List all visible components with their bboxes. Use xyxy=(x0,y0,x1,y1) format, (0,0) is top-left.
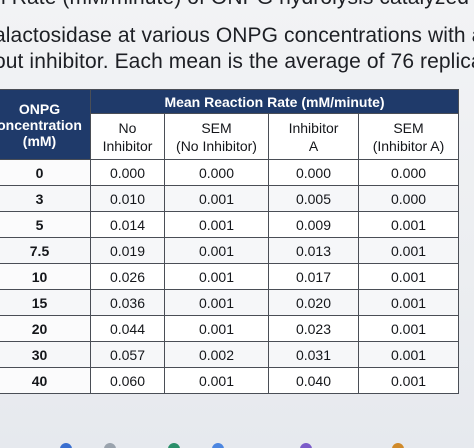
sem-no-inhibitor-cell: 0.001 xyxy=(164,315,269,342)
column-header-sem-no-inhibitor: SEM (No Inhibitor) xyxy=(164,113,269,160)
caption-line-3: out inhibitor. Each mean is the average … xyxy=(0,50,474,73)
sem-no-inhibitor-cell: 0.001 xyxy=(164,367,269,394)
sem-inhibitor-a-cell: 0.001 xyxy=(357,341,460,368)
inhibitor-a-cell: 0.017 xyxy=(268,263,359,290)
inhibitor-a-cell: 0.020 xyxy=(268,289,359,316)
column-header-line: (Inhibitor A) xyxy=(372,137,445,154)
concentration-header: ONPG oncentration (mM) xyxy=(0,89,91,160)
table-row: 3 0.010 0.001 0.005 0.000 xyxy=(0,185,460,212)
column-header-line: SEM xyxy=(201,119,232,136)
column-header-line: A xyxy=(308,137,319,154)
sem-no-inhibitor-cell: 0.001 xyxy=(164,263,269,290)
inhibitor-a-cell: 0.023 xyxy=(268,315,359,342)
sem-inhibitor-a-cell: 0.001 xyxy=(357,367,460,394)
concentration-cell: 15 xyxy=(0,289,91,316)
column-header-sem-inhibitor-a: SEM (Inhibitor A) xyxy=(357,113,460,160)
table-row: 40 0.060 0.001 0.040 0.001 xyxy=(0,367,460,394)
concentration-cell: 30 xyxy=(0,341,91,368)
no-inhibitor-cell: 0.000 xyxy=(90,159,165,186)
table-row: 7.5 0.019 0.001 0.013 0.001 xyxy=(0,237,460,264)
column-header-line: Inhibitor xyxy=(288,119,339,136)
table-row: 15 0.036 0.001 0.020 0.001 xyxy=(0,289,460,316)
sem-inhibitor-a-cell: 0.000 xyxy=(357,185,460,212)
concentration-header-line-1: ONPG xyxy=(18,100,61,117)
sem-inhibitor-a-cell: 0.000 xyxy=(357,159,460,186)
column-header-no-inhibitor: No Inhibitor xyxy=(90,113,165,160)
concentration-cell: 5 xyxy=(0,211,91,238)
sem-inhibitor-a-cell: 0.001 xyxy=(357,237,460,264)
inhibitor-a-cell: 0.031 xyxy=(268,341,359,368)
table-row: 20 0.044 0.001 0.023 0.001 xyxy=(0,315,460,342)
sem-no-inhibitor-cell: 0.002 xyxy=(164,341,269,368)
table-row: 0 0.000 0.000 0.000 0.000 xyxy=(0,159,460,186)
concentration-header-line-2: oncentration xyxy=(0,116,82,133)
taskbar-app-icon[interactable] xyxy=(212,443,224,448)
concentration-cell: 3 xyxy=(0,185,91,212)
caption-line-2: alactosidase at various ONPG concentrati… xyxy=(0,24,474,47)
no-inhibitor-cell: 0.026 xyxy=(90,263,165,290)
no-inhibitor-cell: 0.057 xyxy=(90,341,165,368)
inhibitor-a-cell: 0.005 xyxy=(268,185,359,212)
sem-no-inhibitor-cell: 0.001 xyxy=(164,211,269,238)
sem-inhibitor-a-cell: 0.001 xyxy=(357,211,460,238)
column-header-line: Inhibitor xyxy=(102,137,153,154)
taskbar-app-icon[interactable] xyxy=(60,443,72,448)
no-inhibitor-cell: 0.044 xyxy=(90,315,165,342)
concentration-cell: 40 xyxy=(0,367,91,394)
column-header-line: SEM xyxy=(393,119,424,136)
concentration-header-line-3: (mM) xyxy=(22,132,57,149)
no-inhibitor-cell: 0.010 xyxy=(90,185,165,212)
table-row: 30 0.057 0.002 0.031 0.001 xyxy=(0,341,460,368)
sem-inhibitor-a-cell: 0.001 xyxy=(357,289,460,316)
sem-no-inhibitor-cell: 0.000 xyxy=(164,159,269,186)
concentration-cell: 7.5 xyxy=(0,237,91,264)
no-inhibitor-cell: 0.060 xyxy=(90,367,165,394)
sem-no-inhibitor-cell: 0.001 xyxy=(164,237,269,264)
caption-line-1: n Rate (mM/minute) of ONPG hydrolysis ca… xyxy=(0,0,474,10)
no-inhibitor-cell: 0.014 xyxy=(90,211,165,238)
table-row: 5 0.014 0.001 0.009 0.001 xyxy=(0,211,460,238)
inhibitor-a-cell: 0.040 xyxy=(268,367,359,394)
taskbar xyxy=(0,428,474,448)
sem-no-inhibitor-cell: 0.001 xyxy=(164,289,269,316)
group-header: Mean Reaction Rate (mM/minute) xyxy=(89,89,460,114)
taskbar-app-icon[interactable] xyxy=(168,443,180,448)
sem-no-inhibitor-cell: 0.001 xyxy=(164,185,269,212)
column-header-inhibitor-a: Inhibitor A xyxy=(268,113,359,160)
inhibitor-a-cell: 0.000 xyxy=(268,159,359,186)
column-header-line: No xyxy=(118,119,137,136)
column-header-line: (No Inhibitor) xyxy=(176,137,257,154)
reaction-rate-table: ONPG oncentration (mM) Mean Reaction Rat… xyxy=(0,89,460,394)
concentration-cell: 20 xyxy=(0,315,91,342)
inhibitor-a-cell: 0.013 xyxy=(268,237,359,264)
inhibitor-a-cell: 0.009 xyxy=(268,211,359,238)
table-row: 10 0.026 0.001 0.017 0.001 xyxy=(0,263,460,290)
no-inhibitor-cell: 0.036 xyxy=(90,289,165,316)
no-inhibitor-cell: 0.019 xyxy=(90,237,165,264)
concentration-cell: 10 xyxy=(0,263,91,290)
taskbar-app-icon[interactable] xyxy=(104,443,116,448)
sem-inhibitor-a-cell: 0.001 xyxy=(357,315,460,342)
taskbar-app-icon[interactable] xyxy=(300,443,312,448)
taskbar-app-icon[interactable] xyxy=(392,443,404,448)
sem-inhibitor-a-cell: 0.001 xyxy=(357,263,460,290)
concentration-cell: 0 xyxy=(0,159,91,186)
